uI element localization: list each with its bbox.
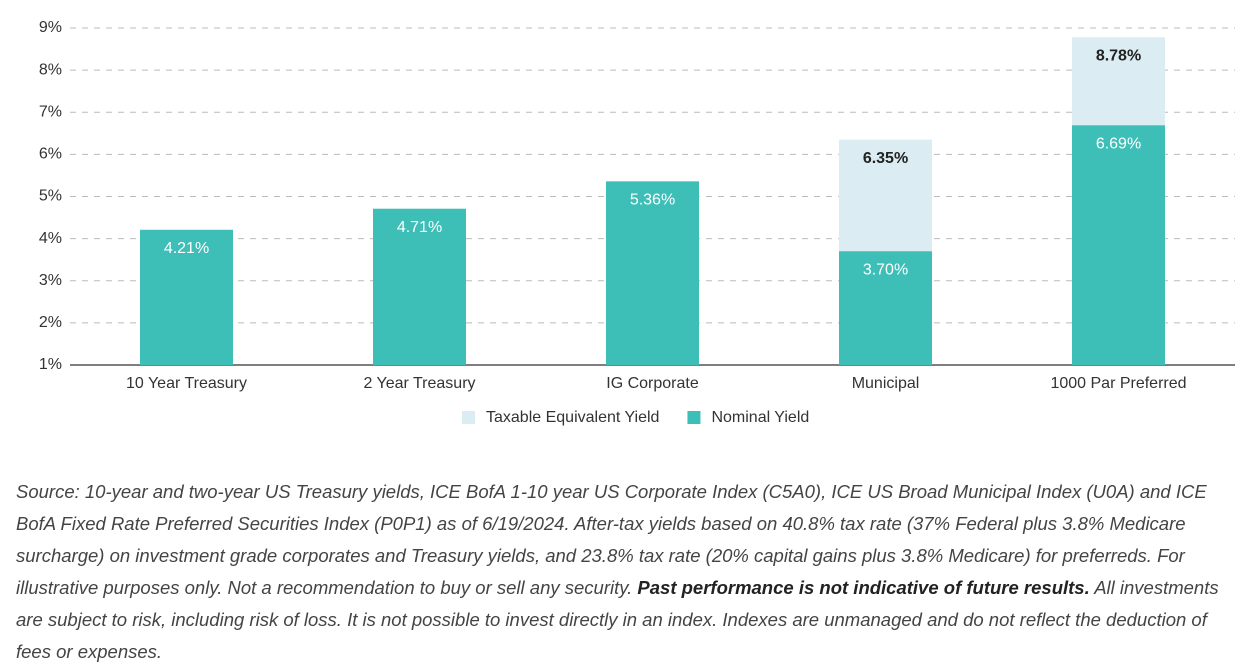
y-tick-label: 5% (39, 188, 62, 205)
legend-label: Taxable Equivalent Yield (486, 409, 659, 426)
value-label: 6.35% (863, 150, 908, 167)
x-tick-label: IG Corporate (606, 375, 699, 392)
note-text: Source: 10-year and two-year US Treasury… (16, 481, 1207, 598)
y-tick-label: 7% (39, 103, 62, 120)
bar (373, 208, 466, 365)
legend-swatch (462, 411, 475, 424)
x-tick-label: 2 Year Treasury (363, 375, 475, 392)
legend-label: Nominal Yield (711, 409, 809, 426)
bar (606, 181, 699, 365)
y-tick-label: 3% (39, 272, 62, 289)
value-label: 4.71% (397, 219, 442, 236)
value-label: 8.78% (1096, 47, 1141, 64)
y-tick-label: 9% (39, 19, 62, 36)
chart: 1% 2% 3% 4% 5% 6% 7% 8% 9% 10 Year Treasury 4.21% 2… (39, 19, 1235, 426)
y-tick-label: 6% (39, 146, 62, 163)
value-label: 4.21% (164, 240, 209, 257)
bar (1072, 125, 1165, 365)
y-tick-label: 2% (39, 314, 62, 331)
bar (140, 229, 233, 365)
source-note: Source: 10-year and two-year US Treasury… (16, 476, 1231, 668)
value-label: 3.70% (863, 261, 908, 278)
y-tick-label: 4% (39, 230, 62, 247)
bar (839, 251, 932, 365)
x-tick-label: Municipal (852, 375, 920, 392)
note-text: All investments are subject to risk, inc… (16, 577, 1219, 662)
x-tick-label: 10 Year Treasury (126, 375, 247, 392)
value-label: 5.36% (630, 192, 675, 209)
note-bold: Past performance is not indicative of fu… (637, 577, 1090, 598)
y-tick-label: 8% (39, 61, 62, 78)
value-label: 6.69% (1096, 136, 1141, 153)
y-tick-label: 1% (39, 356, 62, 373)
x-tick-label: 1000 Par Preferred (1050, 375, 1186, 392)
legend-swatch (687, 411, 701, 424)
